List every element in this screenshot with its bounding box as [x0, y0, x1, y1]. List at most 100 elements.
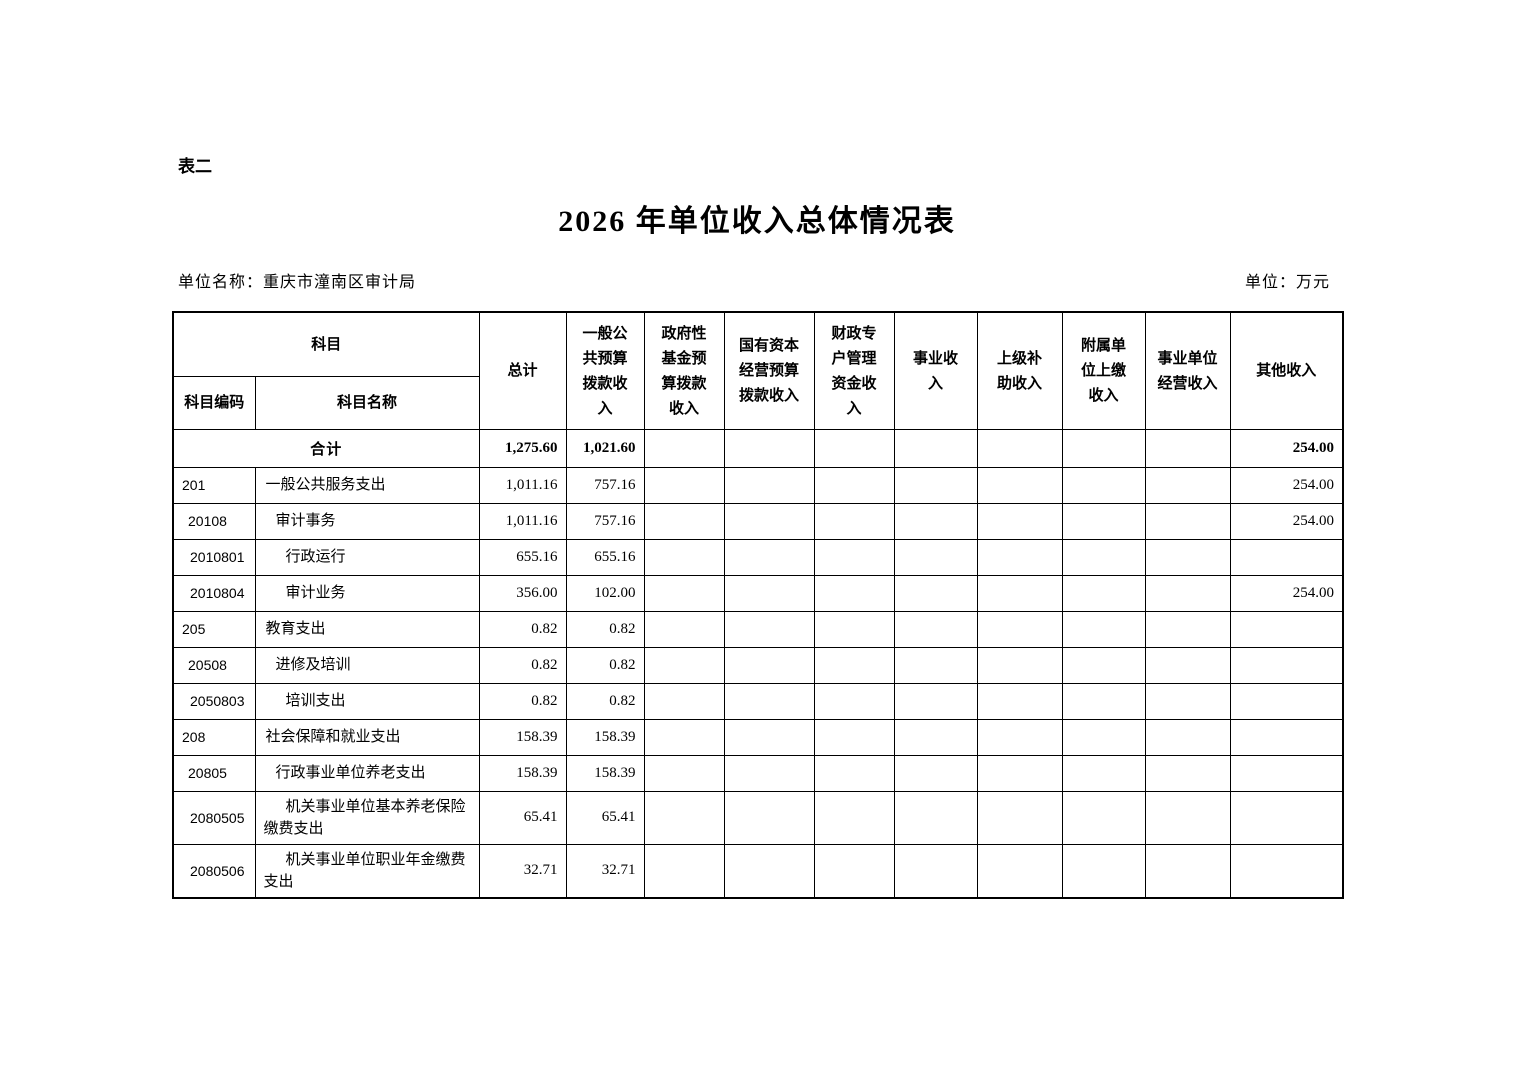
value-cell — [723, 682, 815, 720]
value-cell — [723, 610, 815, 648]
value-cell: 158.39 — [478, 754, 567, 792]
value-cell: 158.39 — [565, 718, 645, 756]
value-cell — [643, 718, 725, 756]
header-business-income: 事业收 入 — [893, 311, 978, 430]
value-cell — [1229, 718, 1344, 756]
value-cell: 1,011.16 — [478, 502, 567, 540]
header-subject-code: 科目编码 — [172, 375, 256, 430]
value-cell: 254.00 — [1229, 574, 1344, 612]
table-row: 2010804 审计业务 356.00 102.00 254.00 — [172, 574, 1344, 612]
total-value-cell — [976, 428, 1063, 468]
value-cell — [893, 718, 978, 756]
value-cell: 102.00 — [565, 574, 645, 612]
subject-name-cell: 行政事业单位养老支出 — [254, 754, 480, 792]
header-state-capital-budget: 国有资本 经营预算 拨款收入 — [723, 311, 815, 430]
value-cell — [976, 610, 1063, 648]
value-cell — [1144, 646, 1231, 684]
value-cell — [1229, 538, 1344, 576]
value-cell — [813, 718, 895, 756]
value-cell: 65.41 — [478, 790, 567, 845]
value-cell: 655.16 — [478, 538, 567, 576]
value-cell — [813, 610, 895, 648]
income-table: 科目 总计 一般公 共预算 拨款收 入 政府性 基金预 算拨款 收入 国有资本 … — [172, 311, 1345, 899]
value-cell — [1229, 646, 1344, 684]
value-cell — [893, 843, 978, 898]
value-cell — [1144, 754, 1231, 792]
value-cell — [643, 646, 725, 684]
total-value-cell: 1,021.60 — [565, 428, 645, 468]
total-value-cell — [1061, 428, 1146, 468]
value-cell — [1061, 682, 1146, 720]
value-cell — [1229, 754, 1344, 792]
value-cell — [976, 843, 1063, 898]
header-general-public-budget: 一般公 共预算 拨款收 入 — [565, 311, 645, 430]
value-cell: 254.00 — [1229, 502, 1344, 540]
value-cell — [976, 538, 1063, 576]
value-cell — [976, 646, 1063, 684]
value-cell — [1144, 610, 1231, 648]
table-header: 科目 总计 一般公 共预算 拨款收 入 政府性 基金预 算拨款 收入 国有资本 … — [172, 311, 1344, 430]
header-government-fund-budget: 政府性 基金预 算拨款 收入 — [643, 311, 725, 430]
value-cell — [813, 843, 895, 898]
value-cell — [1229, 610, 1344, 648]
subject-code-cell: 2080505 — [172, 790, 256, 845]
value-cell — [976, 718, 1063, 756]
value-cell — [813, 538, 895, 576]
value-cell — [976, 574, 1063, 612]
value-cell — [723, 538, 815, 576]
subject-code-cell: 2050803 — [172, 682, 256, 720]
value-cell — [643, 502, 725, 540]
value-cell: 0.82 — [565, 610, 645, 648]
header-subject: 科目 — [172, 311, 480, 377]
value-cell — [723, 574, 815, 612]
table-body: 合计 1,275.60 1,021.60 254.00 201 一般公共服务支出… — [172, 428, 1344, 898]
table-row: 205 教育支出 0.82 0.82 — [172, 610, 1344, 648]
subject-name-cell: 机关事业单位职业年金缴费支出 — [254, 843, 480, 898]
value-cell: 65.41 — [565, 790, 645, 845]
subject-code-cell: 20508 — [172, 646, 256, 684]
value-cell — [643, 466, 725, 504]
table-row: 2080505 机关事业单位基本养老保险缴费支出 65.41 65.41 — [172, 790, 1344, 845]
value-cell — [1061, 502, 1146, 540]
total-label-cell: 合计 — [172, 428, 480, 468]
value-cell: 254.00 — [1229, 466, 1344, 504]
total-value-cell: 1,275.60 — [478, 428, 567, 468]
table-row: 2050803 培训支出 0.82 0.82 — [172, 682, 1344, 720]
total-value-cell — [1144, 428, 1231, 468]
table-row: 20108 审计事务 1,011.16 757.16 254.00 — [172, 502, 1344, 540]
subject-code-cell: 2010801 — [172, 538, 256, 576]
subject-name-cell: 机关事业单位基本养老保险缴费支出 — [254, 790, 480, 845]
value-cell — [1229, 682, 1344, 720]
subject-name-cell: 社会保障和就业支出 — [254, 718, 480, 756]
value-cell: 1,011.16 — [478, 466, 567, 504]
value-cell — [1144, 538, 1231, 576]
value-cell — [1144, 790, 1231, 845]
value-cell — [1229, 843, 1344, 898]
value-cell — [976, 754, 1063, 792]
value-cell: 158.39 — [565, 754, 645, 792]
value-cell — [1144, 843, 1231, 898]
value-cell — [1061, 790, 1146, 845]
value-cell — [1061, 610, 1146, 648]
unit-name-label: 单位名称：重庆市潼南区审计局 — [178, 274, 417, 291]
value-cell: 0.82 — [565, 646, 645, 684]
value-cell — [813, 790, 895, 845]
value-cell — [976, 682, 1063, 720]
subject-name-cell: 进修及培训 — [254, 646, 480, 684]
total-value-cell — [893, 428, 978, 468]
value-cell: 356.00 — [478, 574, 567, 612]
subject-code-cell: 2080506 — [172, 843, 256, 898]
table-row: 2080506 机关事业单位职业年金缴费支出 32.71 32.71 — [172, 843, 1344, 898]
value-cell — [723, 466, 815, 504]
value-cell — [813, 646, 895, 684]
value-cell — [723, 754, 815, 792]
value-cell — [723, 843, 815, 898]
header-superior-subsidy: 上级补 助收入 — [976, 311, 1063, 430]
value-cell — [1061, 538, 1146, 576]
value-cell — [813, 754, 895, 792]
value-cell: 0.82 — [478, 646, 567, 684]
value-cell — [643, 754, 725, 792]
subject-code-cell: 20805 — [172, 754, 256, 792]
page-title: 2026 年单位收入总体情况表 — [558, 205, 956, 238]
